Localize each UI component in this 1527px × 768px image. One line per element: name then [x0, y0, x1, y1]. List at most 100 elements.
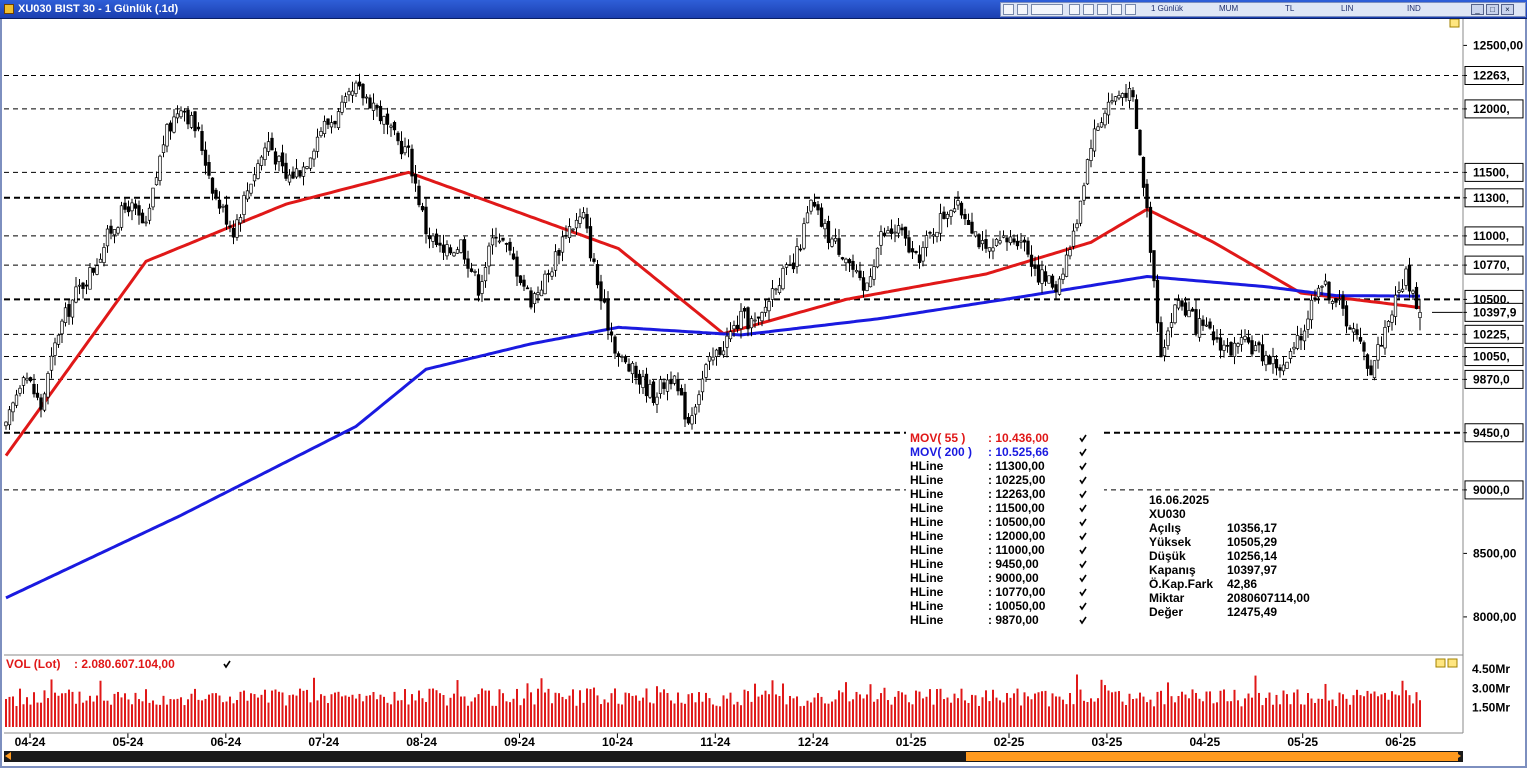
- legend-check-icon[interactable]: [1079, 574, 1087, 583]
- scroll-left-icon[interactable]: [5, 752, 11, 760]
- candle-body: [984, 239, 988, 249]
- volume-bar: [397, 700, 399, 727]
- candle-body: [1274, 359, 1279, 369]
- candle-body: [973, 231, 978, 237]
- volume-bar: [239, 691, 242, 727]
- volume-bar: [1006, 693, 1008, 727]
- legend-check-icon[interactable]: [1079, 518, 1087, 527]
- toolbar-tool-icon[interactable]: [1003, 4, 1014, 15]
- legend-check-icon[interactable]: [1079, 476, 1087, 485]
- minimize-button[interactable]: _: [1471, 4, 1484, 15]
- volume-bar: [1160, 690, 1162, 727]
- volume-bar: [831, 701, 833, 727]
- volume-bar: [768, 694, 770, 727]
- toolbar-tool-icon[interactable]: [1083, 4, 1094, 15]
- scale-selector[interactable]: LIN: [1341, 4, 1354, 13]
- volume-bar: [880, 693, 882, 727]
- volume-bar: [418, 690, 420, 727]
- candle-body: [375, 105, 379, 108]
- candle-body: [427, 235, 432, 240]
- legend-check-icon[interactable]: [1079, 434, 1087, 443]
- volume-bar: [1020, 705, 1022, 727]
- volume-bar: [981, 697, 984, 727]
- candle-body: [354, 82, 358, 94]
- legend-check-icon[interactable]: [1079, 532, 1087, 541]
- info-row-value: 10505,29: [1227, 535, 1277, 549]
- date-label: 05-24: [113, 735, 144, 749]
- volume-bar: [1282, 690, 1285, 727]
- scroll-right-icon[interactable]: [1455, 752, 1461, 760]
- candle-body: [1260, 344, 1265, 362]
- title-bar[interactable]: XU030 BIST 30 - 1 Günlük (.1d) 1 Günlük …: [0, 0, 1527, 19]
- candle-body: [910, 248, 915, 253]
- candle-body: [585, 214, 589, 229]
- candle-body: [560, 236, 565, 253]
- candle-body: [273, 151, 278, 165]
- volume-bar: [491, 705, 494, 727]
- candle-body: [588, 226, 593, 259]
- candle-body: [301, 166, 306, 177]
- volume-bar: [1345, 698, 1348, 727]
- indicator-selector[interactable]: IND: [1407, 4, 1421, 13]
- volume-bar: [425, 701, 427, 727]
- volume-bar: [565, 699, 567, 727]
- moving-average-layer: [4, 170, 1421, 600]
- volume-bar: [985, 690, 987, 727]
- horizontal-scrollbar[interactable]: [4, 751, 1463, 762]
- volume-bar: [1104, 685, 1106, 727]
- legend-check-icon[interactable]: [1079, 546, 1087, 555]
- legend-check-icon[interactable]: [1079, 602, 1087, 611]
- candle-body: [1019, 240, 1023, 243]
- legend-mov55-value: : 10.436,00: [988, 431, 1049, 445]
- restore-button[interactable]: □: [1486, 4, 1499, 15]
- volume-bar: [1209, 691, 1211, 727]
- candle-body: [777, 285, 782, 293]
- candle-body: [634, 365, 638, 378]
- period-selector[interactable]: 1 Günlük: [1151, 4, 1184, 13]
- toolbar-tool-icon[interactable]: [1111, 4, 1122, 15]
- candle-body: [805, 212, 810, 224]
- toolbar-tool-icon[interactable]: [1125, 4, 1136, 15]
- volume-bar: [344, 695, 347, 727]
- volume-check-icon[interactable]: [223, 660, 231, 669]
- volume-bar: [40, 702, 42, 727]
- toolbar-tool-icon[interactable]: [1031, 4, 1063, 15]
- currency-selector[interactable]: TL: [1285, 4, 1295, 13]
- candle-body: [329, 122, 334, 128]
- legend-hline-value: : 12000,00: [988, 529, 1046, 543]
- panel-maximize-icon[interactable]: [1447, 658, 1458, 668]
- candle-body: [392, 122, 397, 131]
- legend-check-icon[interactable]: [1079, 504, 1087, 513]
- toolbar-tool-icon[interactable]: [1069, 4, 1080, 15]
- legend-check-icon[interactable]: [1079, 588, 1087, 597]
- close-button[interactable]: ×: [1501, 4, 1514, 15]
- scrollbar-thumb[interactable]: [966, 752, 1458, 761]
- candle-body: [123, 202, 127, 210]
- legend-check-icon[interactable]: [1079, 490, 1087, 499]
- legend-check-icon[interactable]: [1079, 560, 1087, 569]
- candle-body: [907, 237, 911, 253]
- candle-body: [630, 362, 635, 375]
- candle-body: [179, 110, 183, 118]
- candle-body: [63, 307, 68, 323]
- info-row-key: Yüksek: [1149, 535, 1191, 549]
- toolbar-tool-icon[interactable]: [1097, 4, 1108, 15]
- candle-body: [637, 373, 642, 385]
- candle-body: [368, 97, 372, 109]
- candle-body: [182, 110, 187, 113]
- candle-body: [77, 284, 82, 287]
- legend-check-icon[interactable]: [1079, 462, 1087, 471]
- main-panel-lock-icon[interactable]: [1449, 18, 1460, 28]
- panel-lock-icon[interactable]: [1435, 658, 1446, 668]
- volume-bar: [120, 697, 123, 727]
- toolbar-tool-icon[interactable]: [1017, 4, 1028, 15]
- volume-bar: [1030, 699, 1033, 727]
- volume-bar: [1394, 694, 1397, 727]
- volume-bar: [792, 698, 795, 727]
- legend-check-icon[interactable]: [1079, 448, 1087, 457]
- candle-body: [956, 200, 960, 206]
- legend-check-icon[interactable]: [1079, 616, 1087, 625]
- volume-bar: [407, 704, 410, 727]
- chart-type-selector[interactable]: MUM: [1219, 4, 1239, 13]
